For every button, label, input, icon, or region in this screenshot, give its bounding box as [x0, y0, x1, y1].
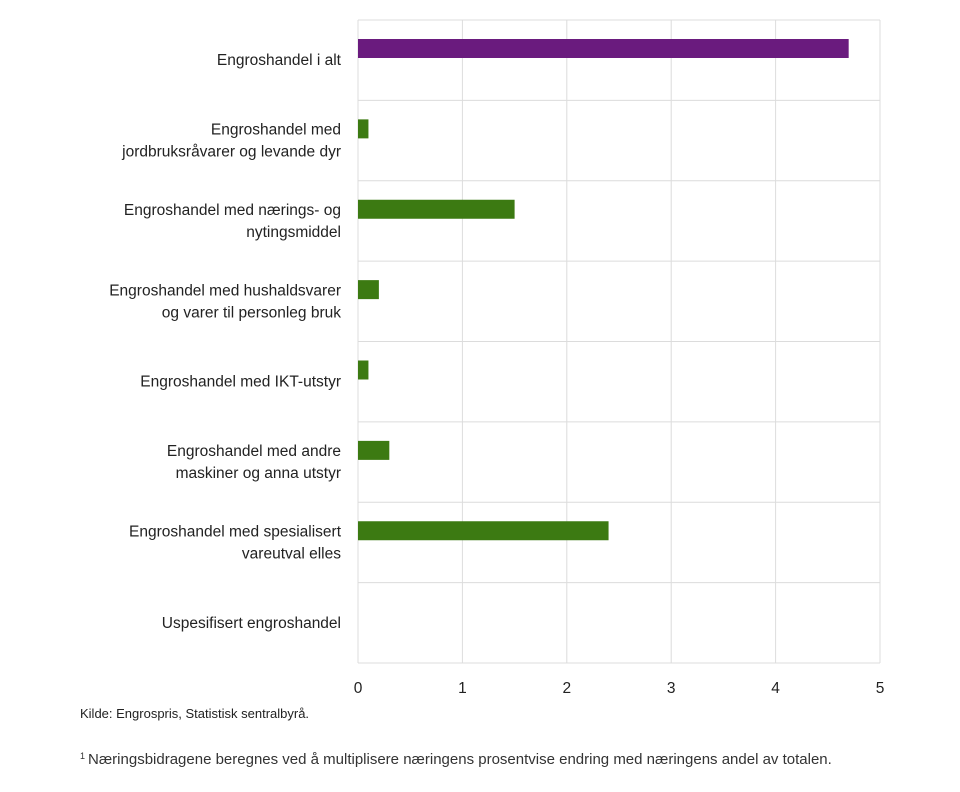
- category-label-1: Engroshandel med jordbruksråvarer og leva…: [121, 122, 341, 161]
- category-label-line: Engroshandel i alt: [217, 52, 342, 69]
- category-label-3: Engroshandel med hushaldsvarer og varer t…: [109, 282, 341, 321]
- x-tick-label-4: 4: [771, 680, 780, 697]
- category-label-2: Engroshandel med nærings- og nytingsmidde…: [124, 202, 341, 241]
- x-tick-label-5: 5: [876, 680, 885, 697]
- footnote: 1 Næringsbidragene beregnes ved å multipl…: [80, 751, 832, 768]
- category-label-line: nytingsmiddel: [246, 224, 341, 241]
- category-label-line: Engroshandel med andre: [167, 443, 341, 460]
- x-tick-label-0: 0: [354, 680, 363, 697]
- x-axis-ticks: 0 1 2 3 4 5: [354, 680, 885, 697]
- category-label-0: Engroshandel i alt: [217, 52, 342, 69]
- category-label-line: jordbruksråvarer og levande dyr: [121, 144, 341, 161]
- category-label-line: og varer til personleg bruk: [162, 304, 341, 321]
- category-label-line: Engroshandel med hushaldsvarer: [109, 282, 341, 299]
- category-label-6: Engroshandel med spesialisert vareutval e…: [129, 523, 342, 562]
- x-tick-label-2: 2: [562, 680, 571, 697]
- category-label-4: Engroshandel med IKT-utstyr: [140, 374, 341, 391]
- footnote-text: Næringsbidragene beregnes ved å multipli…: [88, 751, 832, 768]
- bar-1: [358, 119, 369, 139]
- bar-2: [358, 199, 515, 219]
- bar-6: [358, 521, 609, 541]
- grid-lines: [357, 19, 881, 664]
- category-label-line: Engroshandel med spesialisert: [129, 523, 342, 540]
- category-label-7: Uspesifisert engroshandel: [162, 615, 341, 632]
- category-label-line: vareutval elles: [242, 545, 341, 562]
- x-tick-label-1: 1: [458, 680, 467, 697]
- category-label-5: Engroshandel med andre maskiner og anna u…: [167, 443, 341, 482]
- bar-4: [358, 360, 369, 380]
- category-label-line: Engroshandel med IKT-utstyr: [140, 374, 341, 391]
- category-label-line: Uspesifisert engroshandel: [162, 615, 341, 632]
- x-tick-label-3: 3: [667, 680, 676, 697]
- category-label-line: maskiner og anna utstyr: [176, 465, 341, 482]
- bar-3: [358, 280, 379, 300]
- bar-5: [358, 440, 390, 460]
- category-labels: Engroshandel i alt Engroshandel med jordbr…: [109, 52, 341, 632]
- category-label-line: Engroshandel med nærings- og: [124, 202, 341, 219]
- source-note: Kilde: Engrospris, Statistisk sentralbyr…: [80, 706, 310, 721]
- bar-0: [358, 39, 849, 58]
- footnote-marker: 1: [80, 751, 86, 761]
- category-label-line: Engroshandel med: [211, 122, 341, 139]
- bars: [358, 39, 849, 541]
